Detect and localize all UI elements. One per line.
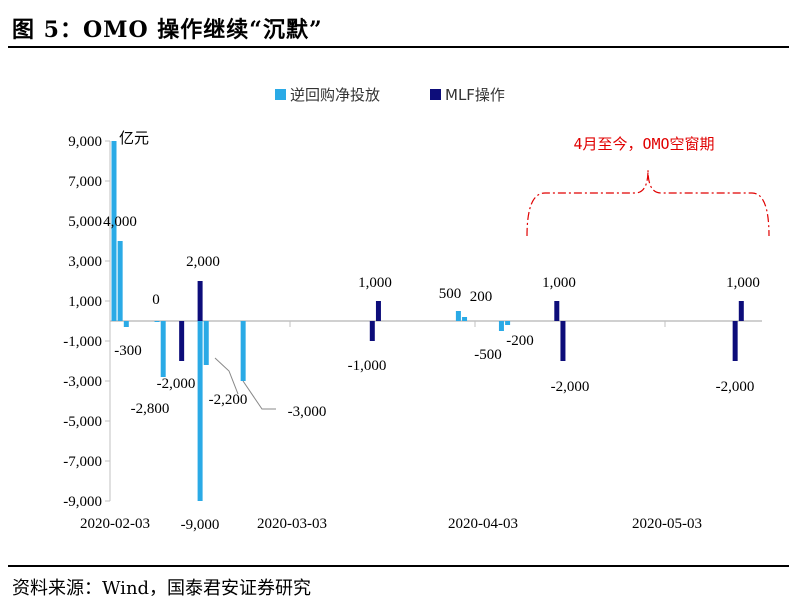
data-label: 500	[439, 286, 462, 302]
annotation-bracket	[526, 169, 770, 237]
y-tick-label: 3,000	[68, 254, 102, 270]
y-tick-label: 7,000	[68, 174, 102, 190]
y-tick-label: 1,000	[68, 294, 102, 310]
reverse-repo-bar	[505, 321, 511, 325]
data-labels: 4,000 -300 0 -2,800 -9,000 -2,200 -3,000 500 200…	[103, 214, 760, 533]
mlf-bar	[369, 321, 375, 341]
data-label: -200	[506, 333, 534, 349]
reverse-repo-bar	[240, 321, 246, 381]
annotation-text: 4月至今，OMO空窗期	[573, 135, 714, 153]
legend-label: 逆回购净投放	[290, 86, 380, 104]
data-label: -500	[474, 347, 502, 363]
data-label: -2,000	[551, 379, 590, 395]
y-tick-label: -9,000	[63, 494, 102, 510]
y-tick-label: 9,000	[68, 134, 102, 150]
mlf-bar	[179, 321, 185, 361]
data-label: 1,000	[542, 275, 576, 291]
reverse-repo-bar	[154, 321, 160, 322]
x-tick-label: 2020-04-03	[448, 516, 518, 532]
leader-line	[242, 380, 276, 410]
y-tick-label: -7,000	[63, 454, 102, 470]
x-tick-label: 2020-02-03	[80, 516, 150, 532]
x-tick-label: 2020-05-03	[632, 516, 702, 532]
figure-title: 图 5：OMO 操作继续“沉默”	[12, 17, 323, 43]
data-label: 1,000	[358, 275, 392, 291]
reverse-repo-bar	[455, 311, 461, 321]
mlf-bar	[560, 321, 566, 361]
reverse-repo-bar	[111, 141, 117, 321]
chart-bars	[111, 141, 744, 501]
data-label: 1,000	[726, 275, 760, 291]
leader-line	[214, 357, 239, 395]
data-label: -300	[114, 343, 142, 359]
mlf-bar	[197, 281, 203, 321]
mlf-bar	[554, 301, 560, 321]
legend-label: MLF操作	[445, 86, 505, 104]
chart-legend: 逆回购净投放 MLF操作	[275, 86, 505, 104]
data-label: -9,000	[181, 517, 220, 533]
data-label: -1,000	[348, 358, 387, 374]
top-rule	[8, 46, 789, 48]
data-label: 2,000	[186, 254, 220, 270]
data-label: 0	[152, 292, 160, 308]
reverse-repo-bar	[462, 317, 468, 321]
legend-swatch	[430, 89, 441, 100]
reverse-repo-bar	[117, 241, 123, 321]
reverse-repo-bar	[203, 321, 209, 365]
mlf-bar	[375, 301, 381, 321]
reverse-repo-bar	[197, 321, 203, 501]
bottom-rule	[8, 565, 789, 567]
reverse-repo-bar	[498, 321, 504, 331]
source-note: 资料来源：Wind，国泰君安证券研究	[12, 578, 312, 599]
y-axis-unit: 亿元	[119, 130, 149, 147]
y-tick-label: -3,000	[63, 374, 102, 390]
data-label: -3,000	[288, 404, 327, 420]
reverse-repo-bar	[123, 321, 129, 327]
data-label: 4,000	[103, 214, 137, 230]
data-label: -2,800	[131, 401, 170, 417]
mlf-bar	[738, 301, 744, 321]
reverse-repo-bar	[160, 321, 166, 377]
data-label: -2,000	[157, 376, 196, 392]
x-tick-label: 2020-03-03	[257, 516, 327, 532]
y-tick-label: -1,000	[63, 334, 102, 350]
data-label: 200	[470, 289, 493, 305]
y-tick-label: -5,000	[63, 414, 102, 430]
data-label: -2,000	[716, 379, 755, 395]
legend-swatch	[275, 89, 286, 100]
chart-axes: 9,000 7,000 5,000 3,000 1,000 -1,000 -3,000 -5,…	[63, 130, 762, 532]
data-label: -2,200	[209, 392, 248, 408]
y-tick-label: 5,000	[68, 214, 102, 230]
mlf-bar	[732, 321, 738, 361]
empty-window-annotation: 4月至今，OMO空窗期	[526, 135, 770, 237]
